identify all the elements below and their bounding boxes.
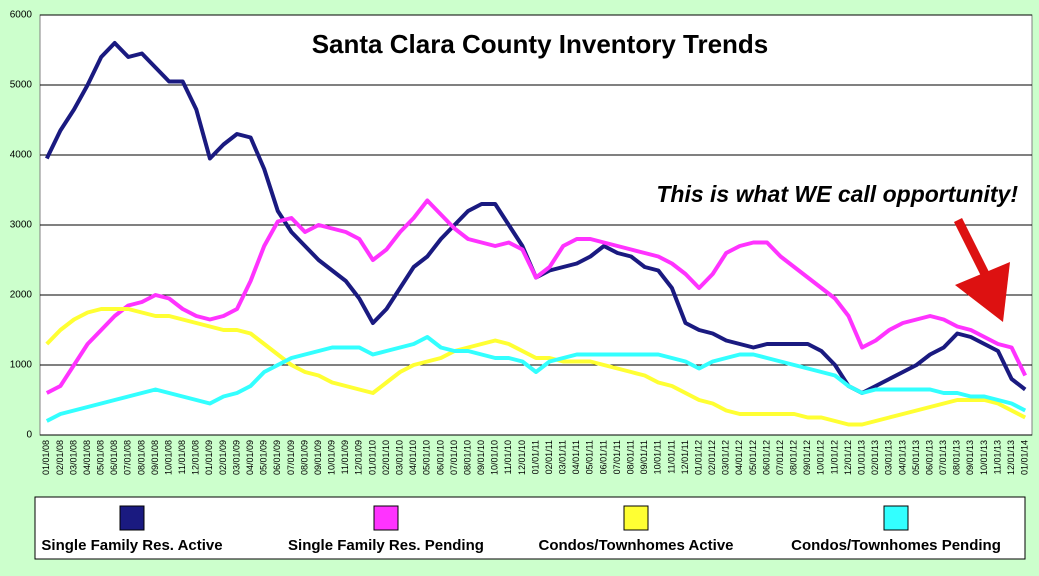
y-tick-label: 5000 <box>10 80 33 91</box>
x-tick-label: 03/01/08 <box>68 440 78 475</box>
x-tick-label: 07/01/08 <box>123 440 133 475</box>
x-tick-label: 08/01/11 <box>625 440 635 474</box>
x-tick-label: 09/01/09 <box>313 440 323 475</box>
x-tick-label: 05/01/13 <box>911 440 921 475</box>
x-tick-label: 12/01/11 <box>680 440 690 474</box>
x-tick-label: 12/01/10 <box>517 440 527 475</box>
y-tick-label: 3000 <box>10 220 33 231</box>
x-tick-label: 07/01/11 <box>612 440 622 474</box>
x-tick-label: 12/01/09 <box>354 440 364 475</box>
legend-label: Condos/Townhomes Pending <box>791 537 1001 554</box>
x-tick-label: 04/01/08 <box>82 440 92 475</box>
x-tick-label: 05/01/12 <box>748 440 758 475</box>
x-tick-label: 12/01/08 <box>191 440 201 475</box>
x-tick-label: 09/01/11 <box>639 440 649 474</box>
x-tick-label: 04/01/10 <box>408 440 418 475</box>
x-tick-label: 10/01/13 <box>979 440 989 475</box>
legend-swatch <box>373 505 399 531</box>
x-tick-label: 11/01/09 <box>340 440 350 474</box>
x-tick-label: 10/01/10 <box>490 440 500 475</box>
x-tick-label: 01/01/14 <box>1020 440 1030 475</box>
x-tick-label: 10/01/08 <box>163 440 173 475</box>
legend-label: Condos/Townhomes Active <box>538 537 733 554</box>
legend-swatch <box>883 505 909 531</box>
x-tick-label: 02/01/08 <box>55 440 65 475</box>
legend-label: Single Family Res. Active <box>41 537 222 554</box>
x-tick-label: 06/01/13 <box>924 440 934 475</box>
x-tick-label: 04/01/09 <box>245 440 255 475</box>
x-tick-label: 03/01/10 <box>394 440 404 475</box>
series-line <box>45 198 1027 395</box>
x-tick-label: 09/01/10 <box>476 440 486 475</box>
series-line <box>45 307 1027 427</box>
x-tick-label: 05/01/10 <box>422 440 432 475</box>
annotation: This is what WE call opportunity! <box>656 181 1018 207</box>
x-tick-label: 10/01/11 <box>653 440 663 474</box>
x-tick-label: 01/01/11 <box>530 440 540 474</box>
legend-swatch <box>623 505 649 531</box>
x-tick-label: 08/01/08 <box>136 440 146 475</box>
legend-label: Single Family Res. Pending <box>288 537 484 554</box>
x-tick-label: 06/01/09 <box>272 440 282 475</box>
x-tick-label: 07/01/09 <box>286 440 296 475</box>
x-tick-label: 11/01/10 <box>503 440 513 474</box>
x-tick-label: 03/01/13 <box>884 440 894 475</box>
series-line <box>45 335 1027 423</box>
x-tick-label: 12/01/12 <box>843 440 853 475</box>
x-tick-label: 10/01/09 <box>327 440 337 475</box>
x-tick-label: 12/01/13 <box>1006 440 1016 475</box>
y-tick-label: 0 <box>26 430 32 441</box>
x-tick-label: 11/01/13 <box>992 440 1002 474</box>
y-tick-label: 2000 <box>10 290 33 301</box>
y-tick-label: 6000 <box>10 10 33 21</box>
x-tick-label: 01/01/09 <box>204 440 214 475</box>
x-tick-label: 04/01/12 <box>734 440 744 475</box>
x-tick-label: 01/01/08 <box>41 440 51 475</box>
x-tick-label: 07/01/10 <box>449 440 459 475</box>
x-tick-label: 09/01/12 <box>802 440 812 475</box>
legend-swatch <box>119 505 145 531</box>
arrow-head <box>955 262 1010 322</box>
x-tick-label: 09/01/13 <box>965 440 975 475</box>
x-tick-label: 05/01/09 <box>259 440 269 475</box>
plot: 0 1000 2000 3000 4000 5000 6000 01/01/08 02/01/0… <box>10 10 1032 475</box>
x-tick-label: 10/01/12 <box>816 440 826 475</box>
x-tick-label: 01/01/13 <box>857 440 867 475</box>
y-tick-label: 1000 <box>10 360 33 371</box>
x-tick-label: 02/01/11 <box>544 440 554 474</box>
x-tick-label: 08/01/13 <box>952 440 962 475</box>
x-tick-label: 02/01/13 <box>870 440 880 475</box>
x-tick-label: 11/01/08 <box>177 440 187 474</box>
x-tick-label: 02/01/10 <box>381 440 391 475</box>
x-tick-label: 05/01/08 <box>96 440 106 475</box>
x-tick-label: 08/01/10 <box>462 440 472 475</box>
x-tick-label: 05/01/11 <box>585 440 595 474</box>
x-tick-label: 02/01/12 <box>707 440 717 475</box>
x-tick-label: 03/01/11 <box>558 440 568 474</box>
x-tick-label: 01/01/10 <box>367 440 377 475</box>
x-tick-label: 04/01/13 <box>897 440 907 475</box>
x-tick-label: 03/01/12 <box>721 440 731 475</box>
x-tick-label: 09/01/08 <box>150 440 160 475</box>
x-tick-label: 06/01/10 <box>435 440 445 475</box>
x-tick-label: 06/01/08 <box>109 440 119 475</box>
x-tick-label: 01/01/12 <box>693 440 703 475</box>
x-tick-label: 07/01/12 <box>775 440 785 475</box>
x-tick-label: 02/01/09 <box>218 440 228 475</box>
x-tick-label: 07/01/13 <box>938 440 948 475</box>
x-tick-label: 08/01/09 <box>299 440 309 475</box>
x-tick-label: 11/01/12 <box>829 440 839 474</box>
x-tick-label: 11/01/11 <box>666 440 676 474</box>
x-tick-label: 08/01/12 <box>789 440 799 475</box>
y-tick-label: 4000 <box>10 150 33 161</box>
x-tick-label: 06/01/12 <box>761 440 771 475</box>
x-tick-label: 03/01/09 <box>231 440 241 475</box>
x-tick-label: 06/01/11 <box>598 440 608 474</box>
x-tick-label: 04/01/11 <box>571 440 581 474</box>
legend-box <box>34 496 1026 560</box>
arrow <box>953 217 1010 322</box>
chart-title: Santa Clara County Inventory Trends <box>312 29 769 59</box>
